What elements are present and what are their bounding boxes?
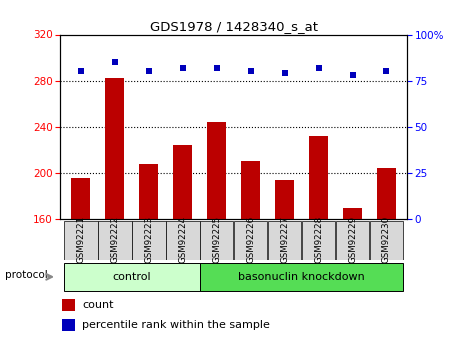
Bar	[64, 221, 98, 260]
Text: GSM92227: GSM92227	[280, 216, 289, 263]
Bar	[370, 221, 403, 260]
Point	[349, 72, 356, 78]
Bar	[241, 161, 260, 219]
Bar	[302, 221, 335, 260]
Text: GSM92225: GSM92225	[212, 216, 221, 263]
Text: GSM92221: GSM92221	[76, 216, 86, 263]
Bar	[275, 180, 294, 219]
Bar	[200, 221, 233, 260]
Text: control: control	[113, 272, 151, 282]
Text: GSM92229: GSM92229	[348, 216, 357, 263]
Bar	[106, 78, 124, 219]
Text: GSM92224: GSM92224	[178, 216, 187, 263]
Text: GSM92223: GSM92223	[144, 216, 153, 263]
Text: GSM92228: GSM92228	[314, 216, 323, 263]
Bar	[140, 164, 158, 219]
Point	[213, 65, 220, 70]
Text: GSM92226: GSM92226	[246, 216, 255, 263]
Title: GDS1978 / 1428340_s_at: GDS1978 / 1428340_s_at	[150, 20, 318, 33]
Bar	[98, 221, 132, 260]
Bar	[336, 221, 369, 260]
Point	[383, 69, 390, 74]
Point	[315, 65, 322, 70]
Point	[247, 69, 254, 74]
Text: protocol: protocol	[5, 269, 47, 279]
Text: basonuclin knockdown: basonuclin knockdown	[238, 272, 365, 282]
Point	[145, 69, 153, 74]
Bar	[199, 263, 404, 290]
Bar	[64, 263, 199, 290]
Bar	[166, 221, 199, 260]
Bar	[132, 221, 166, 260]
Point	[281, 70, 288, 76]
Bar	[343, 208, 362, 219]
Bar	[268, 221, 301, 260]
Text: GSM92222: GSM92222	[110, 216, 120, 263]
Point	[179, 65, 186, 70]
Bar	[377, 168, 396, 219]
Text: GSM92230: GSM92230	[382, 216, 391, 263]
Bar	[62, 299, 75, 312]
Bar	[309, 136, 328, 219]
Bar	[234, 221, 267, 260]
Bar	[62, 319, 75, 331]
Text: count: count	[82, 300, 113, 310]
Text: percentile rank within the sample: percentile rank within the sample	[82, 320, 270, 330]
Point	[111, 59, 119, 65]
Point	[77, 69, 85, 74]
Bar	[207, 122, 226, 219]
Bar	[72, 178, 90, 219]
Bar	[173, 145, 192, 219]
